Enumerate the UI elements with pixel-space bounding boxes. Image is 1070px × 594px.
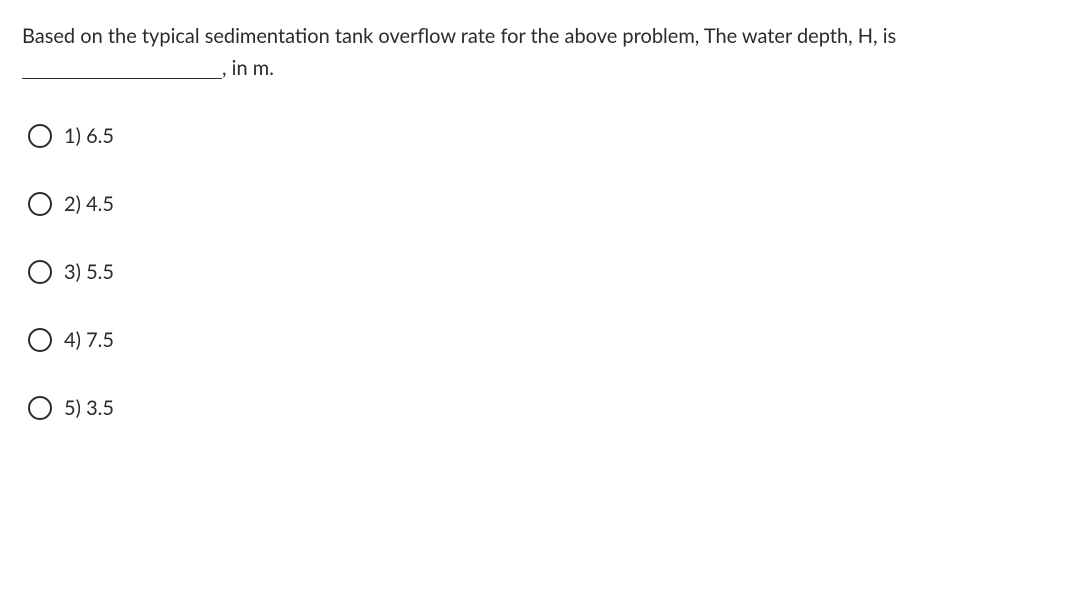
question-stem: Based on the typical sedimentation tank …	[22, 20, 1048, 84]
answer-blank	[22, 58, 222, 79]
option-4[interactable]: 4) 7.5	[28, 324, 1048, 356]
option-4-label: 4) 7.5	[64, 324, 114, 356]
option-1-value: 6.5	[86, 124, 114, 148]
option-4-value: 7.5	[86, 328, 114, 352]
radio-5[interactable]	[28, 396, 52, 420]
radio-1[interactable]	[28, 124, 52, 148]
option-5-label: 5) 3.5	[64, 392, 114, 424]
question-text-part1: Based on the typical sedimentation tank …	[22, 24, 896, 48]
option-5-value: 3.5	[86, 396, 114, 420]
options-list: 1) 6.5 2) 4.5 3) 5.5 4) 7.5 5) 3.5	[22, 120, 1048, 424]
option-2[interactable]: 2) 4.5	[28, 188, 1048, 220]
question-text-part2: , in m.	[222, 56, 274, 80]
radio-4[interactable]	[28, 328, 52, 352]
option-3-value: 5.5	[86, 260, 114, 284]
option-5[interactable]: 5) 3.5	[28, 392, 1048, 424]
option-2-label: 2) 4.5	[64, 188, 114, 220]
option-2-number: 2)	[64, 192, 81, 216]
option-1-label: 1) 6.5	[64, 120, 114, 152]
radio-3[interactable]	[28, 260, 52, 284]
option-3-label: 3) 5.5	[64, 256, 114, 288]
option-4-number: 4)	[64, 328, 81, 352]
radio-2[interactable]	[28, 192, 52, 216]
option-3[interactable]: 3) 5.5	[28, 256, 1048, 288]
option-3-number: 3)	[64, 260, 81, 284]
option-2-value: 4.5	[86, 192, 114, 216]
option-1-number: 1)	[64, 124, 81, 148]
option-5-number: 5)	[64, 396, 81, 420]
option-1[interactable]: 1) 6.5	[28, 120, 1048, 152]
